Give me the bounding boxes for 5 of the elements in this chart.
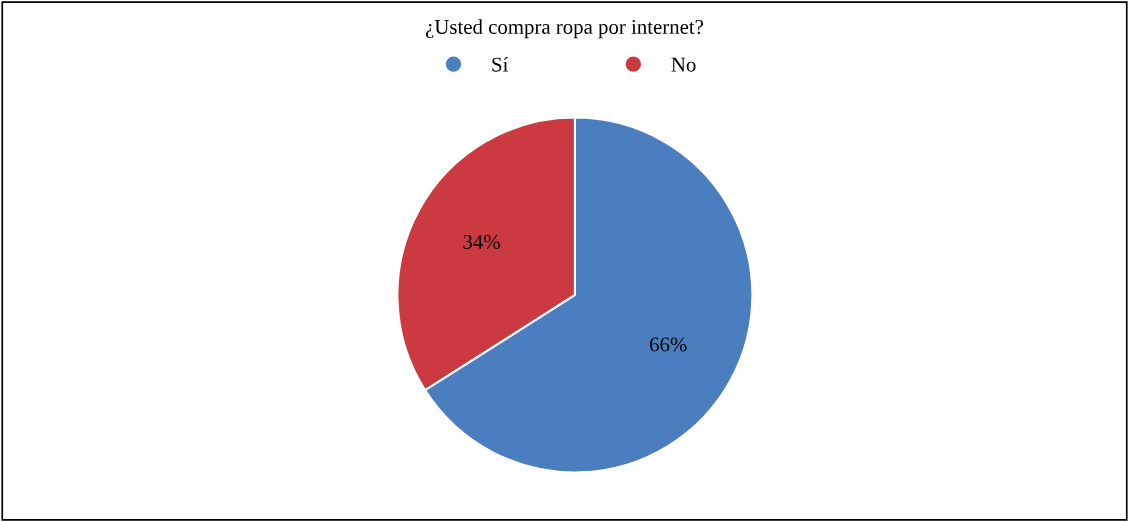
data-label: 34%: [463, 234, 500, 249]
chart-title: ¿Usted compra ropa por internet?: [425, 19, 704, 39]
legend-label: No: [671, 57, 696, 72]
data-label: 66%: [650, 337, 687, 352]
legend-label: Sí: [492, 56, 509, 72]
